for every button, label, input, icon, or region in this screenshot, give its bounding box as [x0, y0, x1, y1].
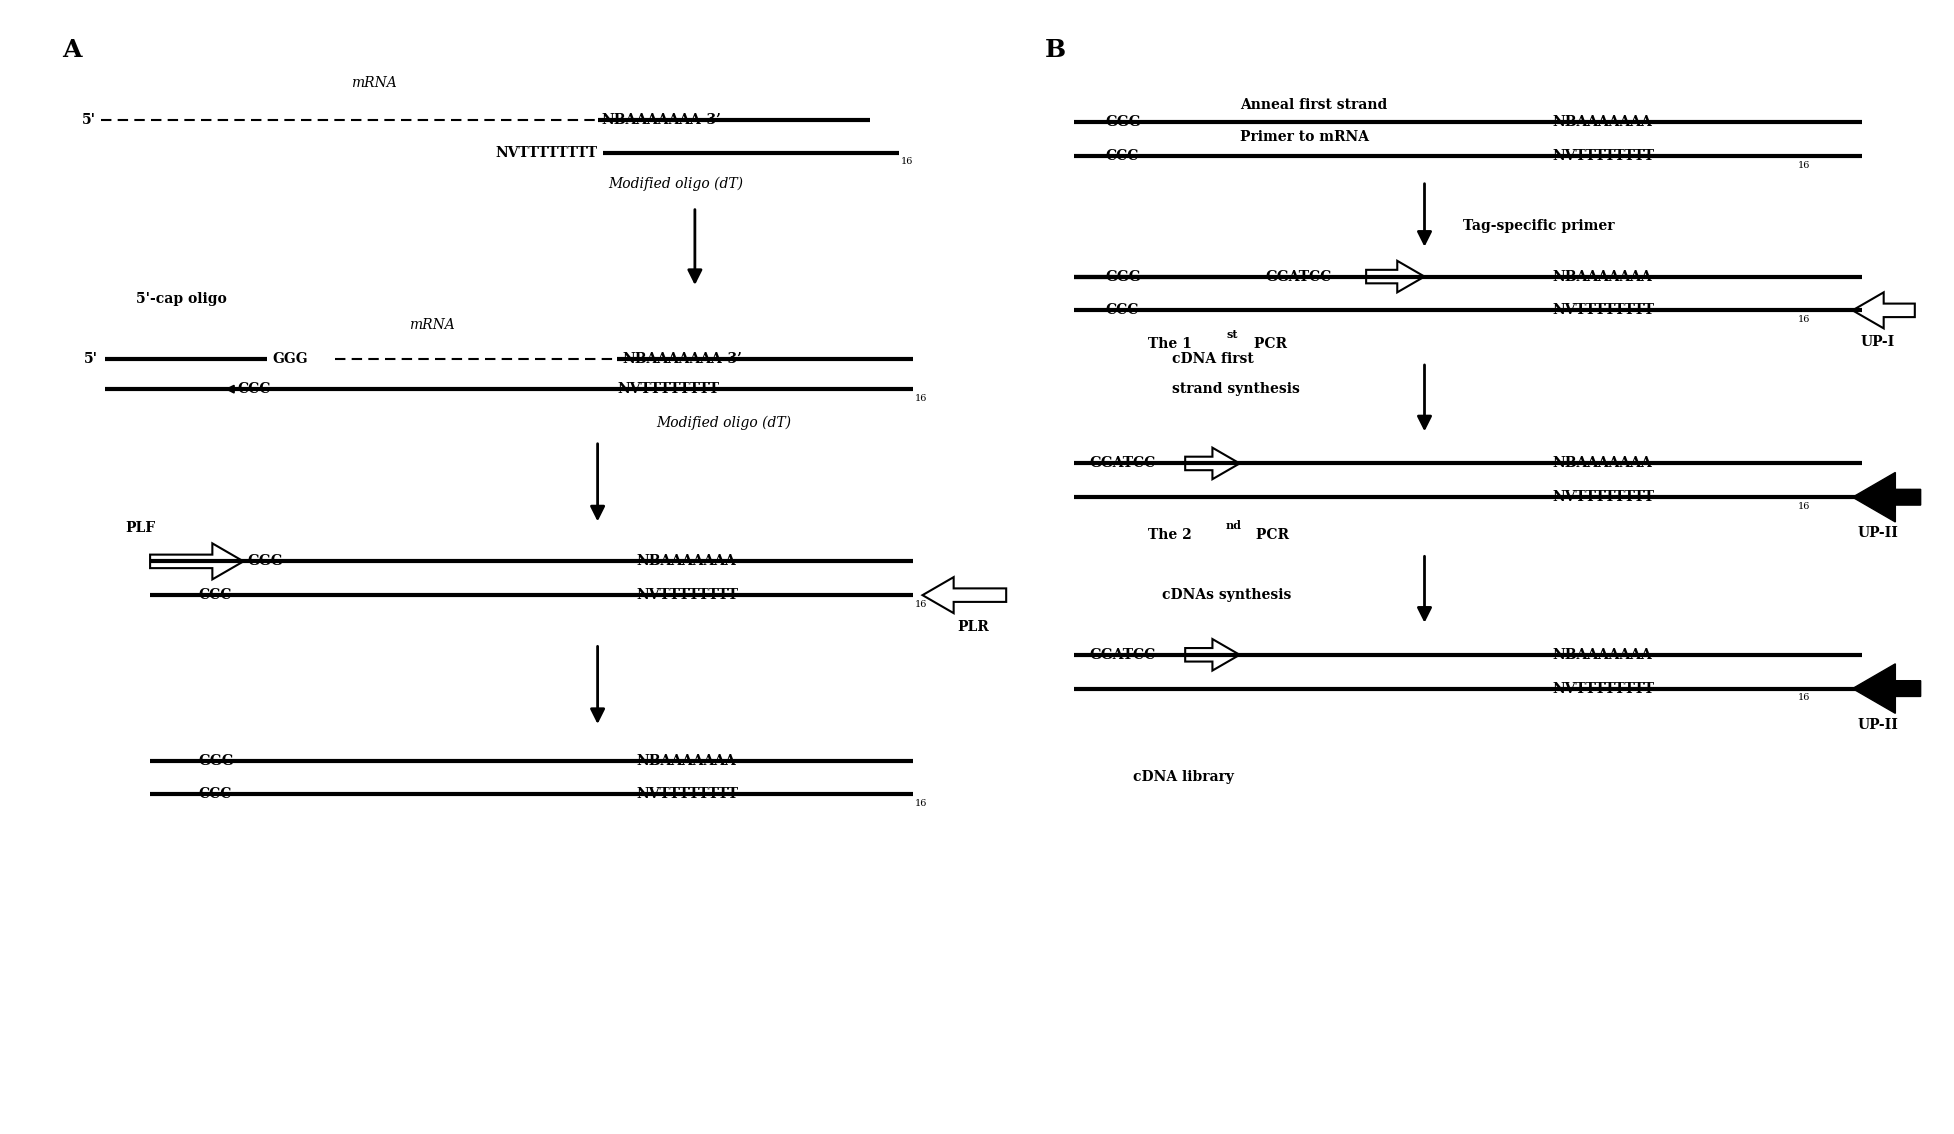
Text: 16: 16	[914, 600, 926, 609]
Text: mRNA: mRNA	[352, 76, 397, 90]
Text: The 2: The 2	[1149, 528, 1192, 542]
Text: NVTTTTTTTT: NVTTTTTTTT	[1553, 304, 1655, 318]
Text: NBAAAAAAA: NBAAAAAAA	[1553, 116, 1653, 129]
Text: PCR: PCR	[1251, 528, 1290, 542]
Text: A: A	[63, 37, 82, 62]
Text: NVTTTTTTTT: NVTTTTTTTT	[1553, 150, 1655, 163]
Text: Modified oligo (dT): Modified oligo (dT)	[657, 416, 791, 430]
Text: NBAAAAAAA: NBAAAAAAA	[1553, 648, 1653, 662]
Polygon shape	[1852, 663, 1921, 713]
Text: GGG: GGG	[1106, 270, 1141, 284]
Text: GGATCC: GGATCC	[1264, 270, 1331, 284]
Text: CCC: CCC	[1106, 150, 1139, 163]
Text: Primer to mRNA: Primer to mRNA	[1239, 130, 1368, 144]
Text: NBAAAAAAA: NBAAAAAAA	[637, 754, 737, 768]
Text: GGG: GGG	[1106, 116, 1141, 129]
Text: NBAAAAAAA: NBAAAAAAA	[1553, 270, 1653, 284]
Text: Anneal first strand: Anneal first strand	[1239, 99, 1387, 112]
Text: nd: nd	[1225, 521, 1243, 531]
Text: PLR: PLR	[957, 619, 989, 634]
Text: 5': 5'	[82, 113, 96, 127]
Text: NVTTTTTTTT: NVTTTTTTTT	[637, 787, 739, 802]
Text: GGG: GGG	[248, 555, 283, 568]
Text: CCC: CCC	[1106, 304, 1139, 318]
Text: NVTTTTTTTT: NVTTTTTTTT	[637, 589, 739, 602]
Text: 16: 16	[1798, 315, 1811, 324]
Text: GGG: GGG	[199, 754, 234, 768]
Text: NVTTTTTTTT: NVTTTTTTTT	[1553, 682, 1655, 695]
Text: 16: 16	[1798, 161, 1811, 170]
Text: PLF: PLF	[125, 521, 154, 534]
Text: mRNA: mRNA	[408, 318, 455, 332]
Text: CCC: CCC	[199, 589, 233, 602]
Text: NBAAAAAAA-3’: NBAAAAAAA-3’	[602, 113, 721, 127]
Text: cDNAs synthesis: cDNAs synthesis	[1163, 589, 1292, 602]
Text: 16: 16	[1798, 693, 1811, 702]
Text: 16: 16	[901, 158, 913, 167]
Text: 16: 16	[914, 798, 926, 807]
Text: Tag-specific primer: Tag-specific primer	[1464, 219, 1614, 232]
Polygon shape	[1852, 473, 1921, 522]
Text: 5': 5'	[84, 352, 98, 366]
Text: cDNA library: cDNA library	[1133, 770, 1233, 785]
Text: UP-II: UP-II	[1858, 718, 1897, 731]
Text: 16: 16	[1798, 501, 1811, 510]
Text: NVTTTTTTTT: NVTTTTTTTT	[496, 146, 598, 160]
Text: NVTTTTTTTT: NVTTTTTTTT	[617, 382, 719, 396]
Text: GGATCC: GGATCC	[1090, 457, 1157, 471]
Text: UP-I: UP-I	[1860, 335, 1895, 349]
Text: The 1: The 1	[1149, 337, 1192, 352]
Text: CCC: CCC	[199, 787, 233, 802]
Text: B: B	[1045, 37, 1067, 62]
Text: 5'-cap oligo: 5'-cap oligo	[137, 293, 227, 306]
Text: st: st	[1225, 329, 1237, 339]
Text: GGATCC: GGATCC	[1090, 648, 1157, 662]
Text: PCR: PCR	[1249, 337, 1288, 352]
Text: 16: 16	[914, 393, 926, 403]
Text: cDNA first: cDNA first	[1172, 352, 1253, 366]
Text: NBAAAAAAA: NBAAAAAAA	[637, 555, 737, 568]
Text: GGG: GGG	[274, 352, 309, 366]
Text: CCC: CCC	[238, 382, 272, 396]
Text: NBAAAAAAA-3’: NBAAAAAAA-3’	[623, 352, 743, 366]
Text: NVTTTTTTTT: NVTTTTTTTT	[1553, 490, 1655, 505]
Text: NBAAAAAAA: NBAAAAAAA	[1553, 457, 1653, 471]
Text: strand synthesis: strand synthesis	[1172, 382, 1299, 396]
Text: Modified oligo (dT): Modified oligo (dT)	[608, 177, 743, 192]
Text: UP-II: UP-II	[1858, 526, 1897, 540]
